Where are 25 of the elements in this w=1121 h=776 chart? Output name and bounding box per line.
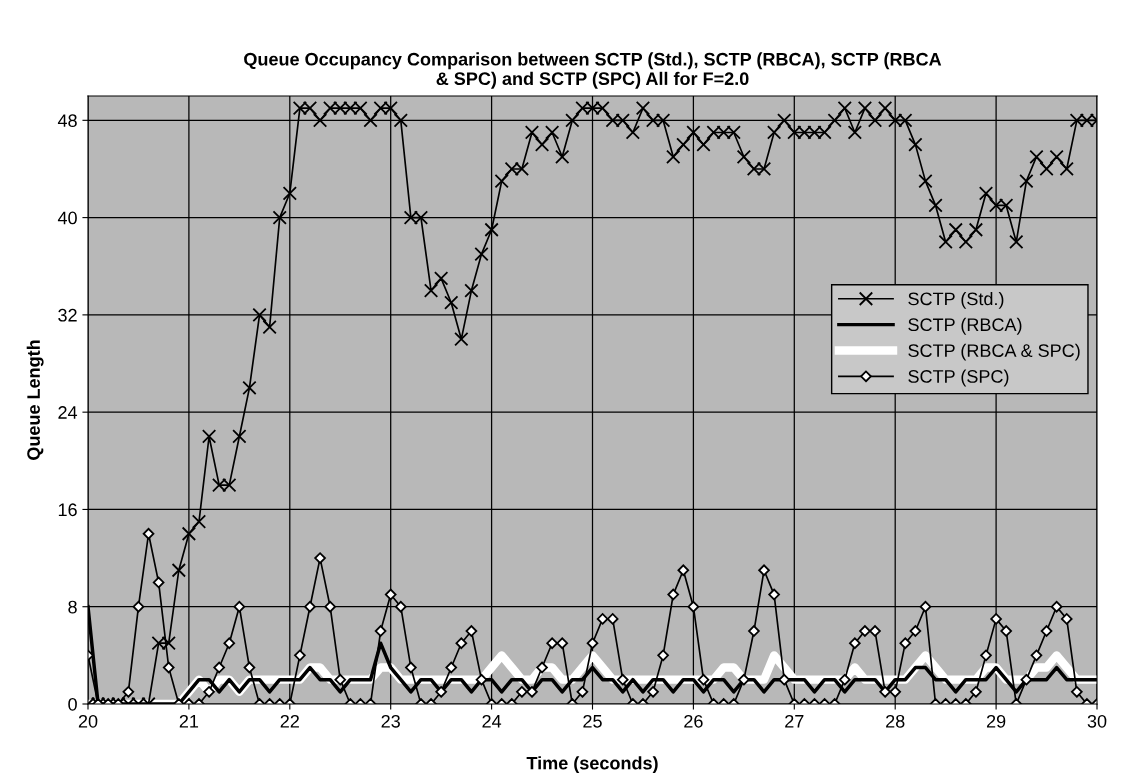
legend-label: SCTP (Std.) xyxy=(908,292,1004,309)
y-tick-label: 48 xyxy=(57,114,77,128)
x-axis-title: Time (seconds) xyxy=(526,756,658,774)
y-tick-label: 32 xyxy=(58,308,77,322)
x-tick-label: 21 xyxy=(179,714,199,728)
chart-title: Queue Occupancy Comparison between SCTP (Std.), SCTP (RBCA), SCTP (RBCA & SPC) and SCTP (SPC) All for F=2.0 xyxy=(244,52,942,89)
x-tick-label: 23 xyxy=(381,714,400,728)
x-tick-label: 28 xyxy=(886,714,905,728)
x-tick-label: 24 xyxy=(482,714,502,728)
y-tick-label: 24 xyxy=(58,406,78,419)
legend-label: SCTP (RBCA & SPC) xyxy=(908,343,1080,361)
y-axis-title: Queue Length xyxy=(26,340,44,460)
x-tick-label: 26 xyxy=(684,714,703,728)
legend-label: SCTP (RBCA) xyxy=(908,317,1022,335)
x-tick-label: 27 xyxy=(785,714,804,728)
x-tick-label: 29 xyxy=(986,714,1006,728)
x-tick-label: 22 xyxy=(280,714,299,728)
y-tick-label: 16 xyxy=(58,503,77,517)
x-tick-label: 20 xyxy=(78,714,98,728)
y-tick-label: 8 xyxy=(68,600,77,614)
y-tick-label: 0 xyxy=(68,697,77,711)
x-tick-label: 25 xyxy=(583,714,602,728)
x-tick-label: 30 xyxy=(1087,714,1107,728)
y-tick-label: 40 xyxy=(57,211,77,225)
legend-label: SCTP (SPC) xyxy=(908,369,1009,387)
